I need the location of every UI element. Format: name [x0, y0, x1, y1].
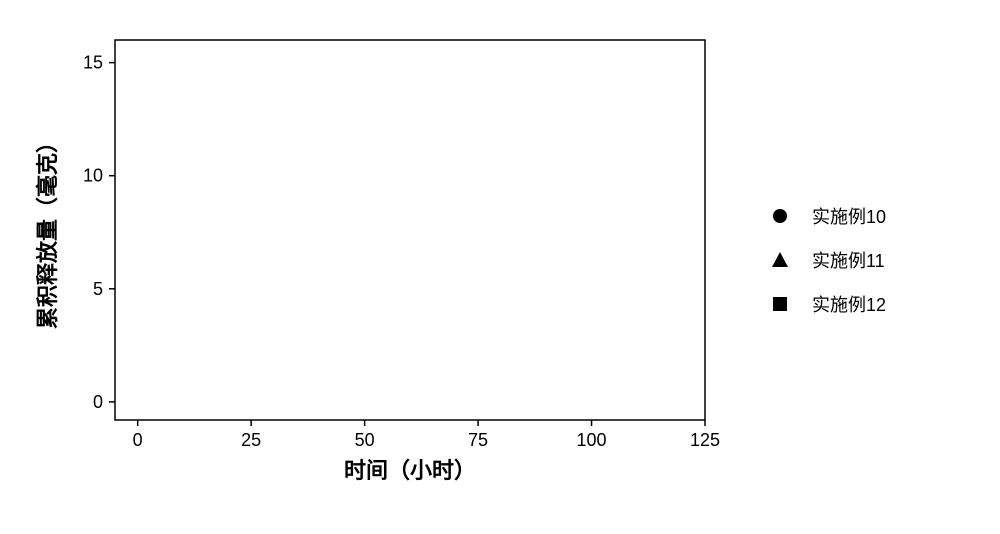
svg-text:时间（小时）: 时间（小时）	[344, 458, 476, 483]
svg-text:10: 10	[83, 166, 103, 186]
line-chart: 0 25 50 75 100 125 0 5 10 15 时间（小时） 累积释放量（毫克）	[20, 20, 740, 500]
svg-text:125: 125	[690, 430, 720, 450]
legend-label: 实施例11	[812, 247, 885, 273]
legend: 实施例10 实施例11 实施例12	[760, 203, 886, 317]
svg-text:5: 5	[93, 279, 103, 299]
legend-label: 实施例10	[812, 203, 886, 229]
svg-text:75: 75	[468, 430, 488, 450]
svg-text:累积释放量（毫克）: 累积释放量（毫克）	[35, 131, 60, 329]
legend-item: 实施例12	[760, 291, 886, 317]
svg-text:0: 0	[93, 392, 103, 412]
legend-item: 实施例10	[760, 203, 886, 229]
svg-text:25: 25	[241, 430, 261, 450]
svg-text:100: 100	[577, 430, 607, 450]
square-icon	[760, 294, 800, 314]
svg-text:50: 50	[355, 430, 375, 450]
svg-text:15: 15	[83, 53, 103, 73]
legend-label: 实施例12	[812, 291, 886, 317]
legend-item: 实施例11	[760, 247, 886, 273]
svg-text:0: 0	[133, 430, 143, 450]
circle-icon	[760, 206, 800, 226]
triangle-icon	[760, 250, 800, 270]
chart-container: 0 25 50 75 100 125 0 5 10 15 时间（小时） 累积释放量（毫克） 实施例10…	[20, 20, 980, 500]
